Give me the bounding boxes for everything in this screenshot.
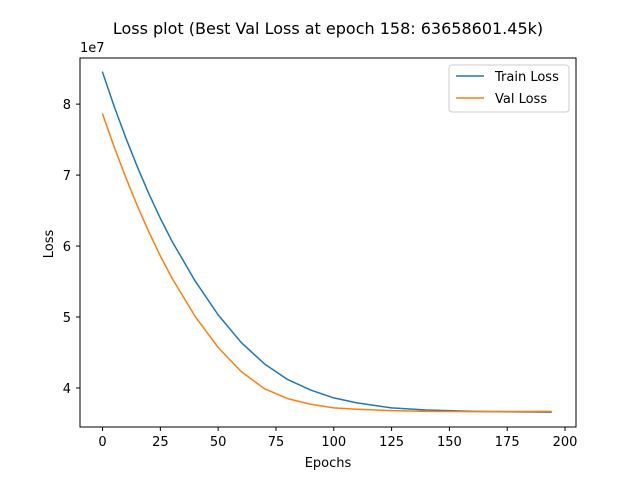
plot-area [79, 57, 577, 428]
y-axis-label: Loss [42, 230, 57, 259]
y-tick-label: 4 [63, 382, 71, 397]
y-tick-label: 7 [63, 169, 71, 184]
x-axis-label: Epochs [305, 456, 352, 471]
series-line-train-loss [101, 71, 552, 413]
x-tick-label: 0 [98, 435, 106, 450]
x-tick-label: 125 [379, 435, 404, 450]
y-offset-label: 1e7 [80, 41, 105, 56]
x-tick-label: 100 [321, 435, 346, 450]
x-tick-label: 50 [210, 435, 227, 450]
legend-label-train-loss: Train Loss [494, 70, 559, 85]
x-tick-label: 200 [553, 435, 578, 450]
y-axis: 4 5 6 7 8 [63, 98, 80, 397]
series-line-val-loss [101, 113, 552, 413]
legend-label-val-loss: Val Loss [495, 92, 547, 107]
x-axis: 0 25 50 75 100 125 150 175 200 [98, 427, 577, 450]
x-tick-label: 150 [437, 435, 462, 450]
y-tick-label: 6 [63, 240, 71, 255]
lines-layer [101, 71, 552, 413]
chart-title: Loss plot (Best Val Loss at epoch 158: 6… [113, 19, 543, 38]
legend: Train Loss Val Loss [448, 64, 570, 113]
x-tick-label: 25 [152, 435, 169, 450]
x-tick-label: 75 [268, 435, 285, 450]
x-tick-label: 175 [495, 435, 520, 450]
plot-frame [79, 57, 577, 428]
y-tick-label: 8 [63, 98, 71, 113]
y-tick-label: 5 [63, 311, 71, 326]
